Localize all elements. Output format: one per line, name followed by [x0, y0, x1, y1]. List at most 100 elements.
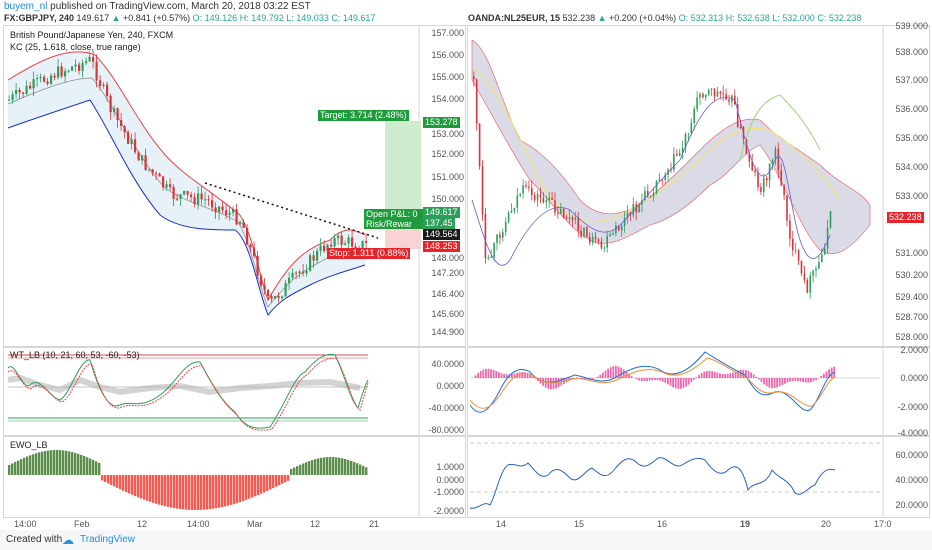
left-low: L: 149.033: [286, 13, 329, 23]
candle-body: [295, 272, 298, 274]
right-open: O: 532.313: [678, 13, 724, 23]
publish-info: buyem_nl published on TradingView.com, M…: [4, 1, 311, 12]
left-change: +0.841 (+0.57%): [123, 13, 191, 23]
left-time-tick: 21: [369, 519, 380, 529]
right-last-price: 532.238: [562, 13, 596, 23]
candle-body: [809, 275, 811, 293]
osc-bar: [695, 377, 698, 378]
candle-body: [120, 120, 123, 127]
candle-body: [330, 244, 333, 247]
wt-axis[interactable]: 40.0000 0.0000 -40.0000 -80.0000: [421, 347, 466, 436]
ewo-bar: [335, 457, 338, 475]
ewo-bar: [359, 464, 362, 475]
ewo-histogram: [8, 450, 368, 510]
left-symbol[interactable]: FX:GBPJPY, 240: [4, 13, 75, 23]
stop-label[interactable]: Stop: 1.311 (0.88%): [327, 248, 411, 259]
candle-body: [531, 187, 533, 196]
candle-body: [490, 257, 492, 259]
osc-bar: [638, 378, 641, 381]
osc-bar: [599, 374, 602, 378]
osc-bar: [804, 378, 807, 383]
candle-body: [647, 190, 649, 197]
osc-bar: [825, 371, 828, 378]
ewo-bar: [152, 475, 155, 503]
ewo-bar: [155, 475, 158, 504]
candle-body: [305, 270, 308, 274]
candle-body: [684, 134, 687, 148]
price-tick: 528.000: [895, 332, 928, 342]
right-rsi-axis[interactable]: 60.0000 40.0000 20.0000: [885, 436, 930, 518]
right-symbol[interactable]: OANDA:NL25EUR, 15: [468, 13, 561, 23]
ewo-bar: [119, 475, 122, 490]
candle-body: [641, 199, 643, 205]
osc-bar: [672, 378, 674, 388]
ewo-bar: [161, 475, 164, 506]
candle-body: [141, 155, 144, 161]
osc-bar: [568, 378, 570, 381]
right-osc-axis[interactable]: 2.0000 0.0000 -2.0000 -4.0000: [885, 345, 930, 438]
candle-body: [510, 211, 513, 213]
candle-body: [25, 85, 28, 94]
candle-body: [571, 217, 574, 220]
ewo-tick: -1.0000: [433, 487, 464, 497]
ewo-bar: [74, 452, 77, 475]
ewo-bar: [32, 454, 35, 475]
candle-body: [606, 236, 608, 248]
ewo-bar: [290, 469, 293, 475]
open-pl-box[interactable]: Open P&L: 0 Risk/Rewar: [364, 209, 424, 229]
candle-body: [176, 198, 179, 200]
candle-body: [260, 275, 263, 286]
candle-body: [821, 254, 823, 263]
osc-tick: -2.0000: [897, 402, 928, 412]
candle-body: [200, 193, 203, 200]
candle-body: [67, 70, 70, 72]
candle-body: [214, 207, 217, 213]
left-time-tick: 12: [137, 519, 148, 529]
candle-body: [228, 212, 231, 215]
candle-body: [632, 203, 635, 216]
mid-price-box: 137.45: [423, 218, 455, 229]
candle-body: [183, 191, 186, 195]
price-tick: 534.000: [895, 162, 928, 172]
ewo-bar: [107, 475, 110, 484]
ewo-bar: [248, 475, 251, 499]
ewo-bar: [125, 475, 128, 493]
candle-body: [106, 84, 109, 97]
ewo-bar: [173, 475, 176, 509]
osc-bar: [544, 378, 547, 388]
right-rsi-panel[interactable]: [467, 436, 930, 518]
osc-bar: [797, 378, 799, 382]
ewo-bar: [77, 453, 80, 475]
ewo-bar: [272, 475, 275, 489]
ewo-bar: [275, 475, 278, 487]
target-label[interactable]: Target: 3.714 (2.48%): [318, 110, 409, 121]
right-price-axis[interactable]: 539.000 538.000 537.000 536.000 535.000 …: [885, 21, 930, 347]
ewo-bar: [230, 475, 233, 505]
osc-bar: [802, 378, 804, 383]
author-link[interactable]: buyem_nl: [4, 1, 48, 12]
left-price-axis[interactable]: 157.000 156.000 155.000 154.000 153.000 …: [421, 25, 466, 347]
ewo-bar: [8, 465, 11, 475]
left-last-price: 149.617: [76, 13, 110, 23]
osc-bar: [490, 369, 492, 378]
candle-body: [333, 238, 336, 247]
candle-body: [15, 89, 18, 95]
osc-bar: [752, 374, 755, 378]
candle-body: [658, 179, 661, 181]
left-time-tick: Feb: [74, 519, 90, 529]
ewo-axis[interactable]: 1.0000 0.0000 -1.0000 -2.0000: [421, 436, 466, 518]
osc-bar: [654, 378, 656, 381]
candle-body: [60, 66, 63, 77]
candle-body: [134, 139, 137, 153]
candle-body: [519, 193, 521, 196]
candle-body: [246, 227, 249, 245]
candle-body: [284, 283, 287, 297]
osc-bar: [635, 378, 638, 380]
osc-bar: [721, 373, 724, 378]
tradingview-brand-link[interactable]: TradingView: [80, 534, 136, 545]
candle-body: [277, 296, 280, 298]
tradingview-cloud-icon: ☁: [62, 533, 74, 547]
right-osc-panel[interactable]: [467, 347, 930, 436]
right-yellow-line: [474, 69, 841, 223]
candle-body: [545, 200, 548, 203]
